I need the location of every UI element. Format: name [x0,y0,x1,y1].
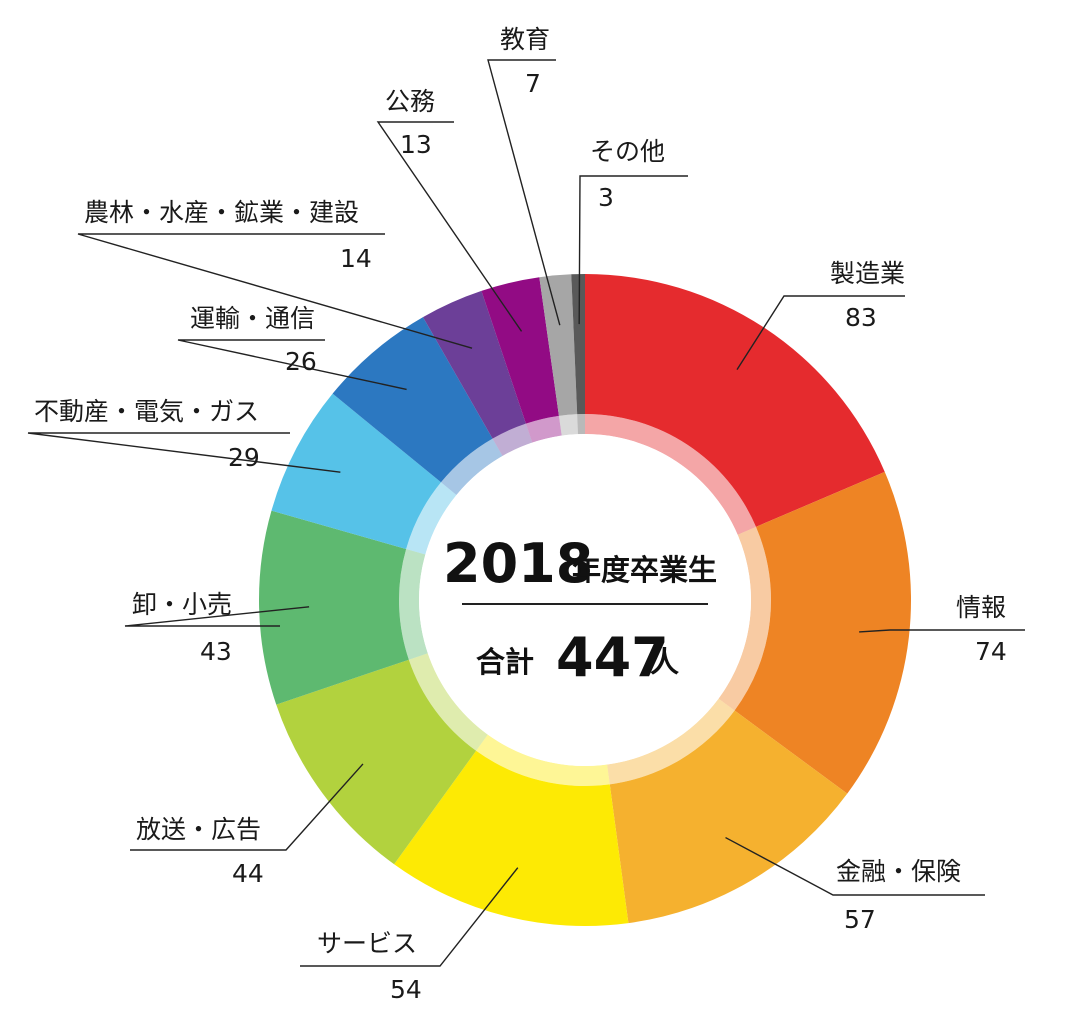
slice-1-value: 83 [845,303,877,332]
slice-2-leader-line [859,629,1025,633]
slice-5-arc [276,659,477,865]
slice-7-inner-ring [406,482,457,555]
center-ring-group [399,414,772,786]
slice-9-arc [422,290,526,439]
leaders-group [27,59,1025,967]
slice-6-leader-line [124,606,310,627]
slice-1-label: 製造業 [830,259,905,288]
slice-9-leader-line [77,233,473,349]
slice-4-label: サービス [317,929,417,958]
slice-4-arc [394,750,629,926]
slice-12-inner-ring [577,414,585,435]
slice-12-arc [571,274,585,415]
slice-6-label: 卸・小売 [132,590,232,619]
slice-4-leader-line [300,867,519,967]
slice-7-leader-line [27,432,341,473]
slice-12-value: 3 [598,183,614,212]
slice-8-value: 26 [285,347,317,376]
slice-8-inner-ring [440,438,503,495]
slice-12-leader-line [578,175,688,325]
slice-10-label: 公務 [385,87,435,116]
center-year: 2018 [443,532,593,595]
center-total-prefix: 合計 [476,645,534,679]
slice-9-label: 農林・水産・鉱業・建設 [84,198,359,227]
slice-8-leader-line [177,339,407,391]
slice-2-arc [734,471,912,794]
slice-5-value: 44 [232,859,264,888]
slice-6-arc [259,510,409,705]
slice-2-value: 74 [975,637,1007,666]
slice-11-inner-ring [558,414,579,436]
center-text: 2018 年度卒業生 合計 447 人 [443,532,717,689]
slice-2-label: 情報 [956,593,1006,622]
slice-5-leader-line [130,763,364,851]
slice-11-value: 7 [525,69,541,98]
slice-3-arc [609,710,848,924]
labels-group: 製造業 83 情報 74 金融・保険 57 サービス 54 放送・広告 44 卸・小売 43 不動産・電… [34,25,1007,1004]
center-year-suffix: 年度卒業生 [572,553,717,587]
slice-3-inner-ring [607,698,735,785]
slices-group [259,274,912,926]
slice-10-value: 13 [400,130,432,159]
slice-1-inner-ring [585,414,757,535]
slice-11-arc [539,274,578,416]
slice-4-value: 54 [390,975,422,1004]
slice-5-inner-ring [408,653,488,751]
slice-12-label: その他 [590,137,665,166]
slice-9-value: 14 [340,244,372,273]
slice-11-label: 教育 [500,25,550,54]
slice-3-label: 金融・保険 [836,857,961,886]
slice-5-label: 放送・広告 [136,815,261,844]
slice-6-inner-ring [399,549,428,660]
slice-1-arc [585,274,885,527]
slice-11-leader-line [487,59,561,326]
slice-7-arc [271,393,441,550]
center-total: 447 [556,626,669,689]
donut-hole [419,434,751,766]
slice-1-leader-line [736,295,905,371]
slice-4-inner-ring [476,734,610,786]
center-total-unit: 人 [650,645,679,679]
slice-6-value: 43 [200,637,232,666]
slice-7-label: 不動産・電気・ガス [34,397,259,426]
slice-10-inner-ring [525,415,562,443]
slice-10-leader-line [376,121,523,332]
slice-9-inner-ring [492,423,533,456]
slice-3-value: 57 [844,905,876,934]
slice-8-label: 運輸・通信 [190,304,315,333]
slice-8-arc [332,317,493,483]
slice-3-leader-line [725,836,985,896]
slice-7-value: 29 [228,443,260,472]
slice-10-arc [481,277,559,424]
slice-2-inner-ring [718,526,772,711]
